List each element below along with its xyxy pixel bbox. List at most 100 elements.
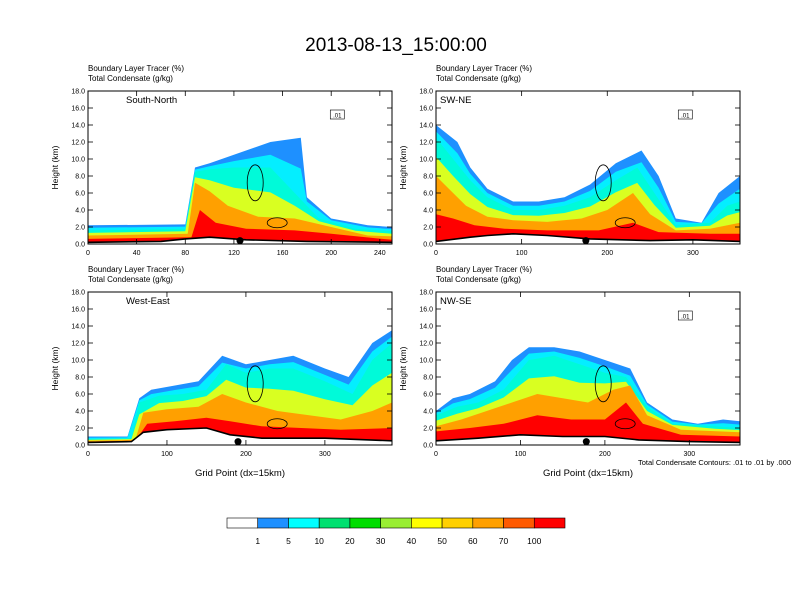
colorbar-label: 1: [255, 536, 260, 546]
x-tick-label: 200: [601, 250, 613, 257]
colorbar-swatch: [318, 517, 351, 529]
plot-area: [88, 137, 392, 244]
tracer-band-top-10: [88, 210, 392, 244]
x-tick-label: 120: [228, 250, 240, 257]
y-tick-label: 12.0: [419, 341, 433, 348]
y-tick-label: 4.0: [75, 409, 85, 416]
plot-frame: [87, 291, 393, 446]
y-tick-label: 6.0: [423, 392, 433, 399]
contour-label-box: [329, 109, 345, 120]
y-tick-label: 0.0: [75, 242, 85, 249]
x-tick-label: 240: [374, 250, 386, 257]
y-tick-label: 10.0: [419, 358, 433, 365]
contour-units-label: Total Condensate (g/kg): [436, 74, 521, 83]
condensate-contour: [594, 365, 612, 403]
location-marker: [236, 237, 244, 244]
colorbar-swatch: [441, 517, 474, 529]
y-tick-label: 0.0: [75, 443, 85, 450]
y-tick-label: 6.0: [75, 191, 85, 198]
y-tick-label: 18.0: [419, 290, 433, 297]
location-marker: [582, 438, 590, 445]
contour-label-box: [677, 310, 693, 321]
y-axis-label: Height (km): [50, 145, 60, 189]
condensate-contour: [246, 365, 264, 403]
panel-south-north: .01 0.0 2.0 4.0 6.0 8.0 10.0 12.0 14.0 16.0 18.0 0 4…: [50, 64, 393, 257]
y-tick-label: 12.0: [71, 341, 85, 348]
field-label: Boundary Layer Tracer (%): [436, 64, 532, 73]
terrain-outline: [436, 232, 740, 243]
location-marker: [234, 438, 242, 445]
y-tick-label: 2.0: [75, 225, 85, 232]
x-tick-label: 200: [240, 451, 252, 458]
x-tick-label: 100: [161, 451, 173, 458]
field-label: Boundary Layer Tracer (%): [88, 265, 184, 274]
contour-units-label: Total Condensate (g/kg): [88, 275, 173, 284]
y-tick-label: 18.0: [71, 290, 85, 297]
contour-label: .01: [681, 315, 690, 321]
tracer-band-top-10: [436, 402, 740, 445]
x-tick-label: 0: [86, 250, 90, 257]
plot-frame: [435, 90, 741, 245]
condensate-contour: [266, 418, 288, 430]
field-label: Boundary Layer Tracer (%): [436, 265, 532, 274]
figure-title: 2013-08-13_15:00:00: [305, 35, 487, 56]
tracer-band-top-8: [436, 176, 740, 244]
y-tick-label: 14.0: [71, 123, 85, 130]
x-tick-label: 100: [516, 250, 528, 257]
colorbar-label: 60: [468, 536, 478, 546]
colorbar-swatch: [472, 517, 504, 529]
colorbar-swatch: [380, 517, 412, 529]
y-axis-label: Height (km): [398, 346, 408, 390]
y-tick-label: 12.0: [419, 140, 433, 147]
x-tick-label: 100: [515, 451, 527, 458]
x-tick-label: 0: [434, 451, 438, 458]
x-tick-label: 200: [599, 451, 611, 458]
x-tick-label: 300: [687, 250, 699, 257]
y-tick-label: 0.0: [423, 242, 433, 249]
panels: .01 0.0 2.0 4.0 6.0 8.0 10.0 12.0 14.0 16.0 18.0 0 4…: [50, 64, 741, 479]
x-tick-label: 40: [133, 250, 141, 257]
colorbar-swatch: [226, 517, 259, 529]
field-label: Boundary Layer Tracer (%): [88, 64, 184, 73]
x-tick-label: 0: [86, 451, 90, 458]
colorbar-swatch: [411, 517, 443, 529]
plot-area: [88, 330, 392, 445]
condensate-contour: [614, 217, 636, 229]
condensate-contour: [594, 164, 612, 202]
y-tick-label: 18.0: [419, 89, 433, 96]
panel-label: NW-SE: [440, 296, 472, 307]
colorbar-label: 70: [499, 536, 509, 546]
colorbar-label: 10: [314, 536, 324, 546]
panel-label: South-North: [126, 95, 177, 106]
terrain-outline: [436, 433, 740, 444]
contour-units-label: Total Condensate (g/kg): [88, 74, 173, 83]
y-tick-label: 14.0: [419, 123, 433, 130]
x-tick-label: 160: [277, 250, 289, 257]
colorbar-label: 40: [407, 536, 417, 546]
y-tick-label: 8.0: [75, 174, 85, 181]
plot-frame: [87, 90, 393, 245]
y-tick-label: 0.0: [423, 443, 433, 450]
y-tick-label: 12.0: [71, 140, 85, 147]
colorbar-label: 5: [286, 536, 291, 546]
y-tick-label: 8.0: [423, 375, 433, 382]
x-tick-label: 200: [325, 250, 337, 257]
plot-area: [436, 125, 740, 244]
terrain-outline: [88, 427, 392, 444]
y-tick-label: 16.0: [71, 106, 85, 113]
plot-area: [436, 347, 740, 445]
colorbar-swatch: [288, 517, 320, 529]
condensate-contour: [266, 217, 288, 229]
condensate-contour: [614, 418, 636, 430]
colorbar: 1 5 10 20 30 40 50 60 70 100: [226, 517, 566, 546]
x-axis-label: Grid Point (dx=15km): [543, 468, 633, 479]
contour-units-label: Total Condensate (g/kg): [436, 275, 521, 284]
colorbar-swatch: [349, 517, 381, 529]
panel-label: West-East: [126, 296, 170, 307]
x-tick-label: 300: [683, 451, 695, 458]
y-tick-label: 8.0: [423, 174, 433, 181]
plot-frame: [435, 291, 741, 446]
x-tick-label: 80: [181, 250, 189, 257]
condensate-contour: [246, 164, 264, 202]
y-tick-label: 14.0: [71, 324, 85, 331]
